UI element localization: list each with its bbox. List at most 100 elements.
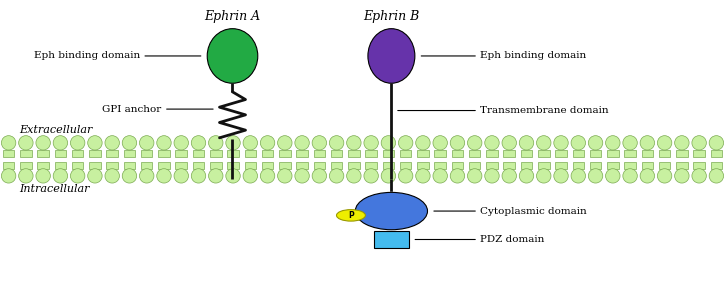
Bar [538, 162, 550, 169]
Bar [503, 150, 515, 157]
Bar [227, 162, 239, 169]
Ellipse shape [364, 136, 378, 150]
Ellipse shape [123, 169, 137, 183]
Ellipse shape [295, 136, 310, 150]
Ellipse shape [536, 136, 551, 150]
Bar [642, 162, 653, 169]
Bar [38, 150, 49, 157]
Bar [642, 150, 653, 157]
Ellipse shape [209, 169, 223, 183]
Bar [175, 162, 187, 169]
Bar [107, 162, 118, 169]
Ellipse shape [174, 169, 188, 183]
Bar [573, 162, 584, 169]
Ellipse shape [433, 169, 447, 183]
Ellipse shape [19, 169, 33, 183]
Ellipse shape [658, 136, 672, 150]
Bar [400, 162, 411, 169]
Bar [538, 150, 550, 157]
Bar [710, 150, 722, 157]
Ellipse shape [225, 169, 240, 183]
Ellipse shape [1, 169, 16, 183]
Bar [452, 162, 463, 169]
Ellipse shape [191, 136, 206, 150]
Ellipse shape [207, 29, 258, 83]
Bar [693, 162, 705, 169]
Ellipse shape [485, 169, 500, 183]
Bar [124, 150, 136, 157]
Bar [89, 150, 101, 157]
Ellipse shape [675, 136, 689, 150]
Ellipse shape [623, 136, 637, 150]
Ellipse shape [260, 169, 275, 183]
Bar [624, 150, 636, 157]
Ellipse shape [225, 136, 240, 150]
Ellipse shape [502, 169, 516, 183]
Ellipse shape [105, 169, 120, 183]
Ellipse shape [157, 169, 171, 183]
Text: Eph binding domain: Eph binding domain [480, 51, 587, 60]
Bar [193, 162, 204, 169]
Bar [659, 150, 671, 157]
Bar [607, 162, 618, 169]
Bar [244, 162, 256, 169]
Bar [314, 162, 325, 169]
Ellipse shape [19, 136, 33, 150]
Bar [227, 150, 239, 157]
Bar [521, 150, 532, 157]
Ellipse shape [53, 136, 67, 150]
Ellipse shape [502, 136, 516, 150]
Bar [417, 150, 428, 157]
Bar [210, 162, 222, 169]
Ellipse shape [519, 136, 534, 150]
Bar [434, 150, 446, 157]
Ellipse shape [36, 136, 50, 150]
Bar [400, 150, 411, 157]
Ellipse shape [295, 169, 310, 183]
Bar [20, 150, 32, 157]
Ellipse shape [243, 169, 257, 183]
Bar [383, 162, 394, 169]
Bar [262, 162, 273, 169]
Bar [555, 162, 567, 169]
Bar [624, 162, 636, 169]
Bar [374, 231, 409, 248]
Bar [72, 162, 83, 169]
Ellipse shape [605, 136, 620, 150]
Bar [314, 150, 325, 157]
Ellipse shape [329, 136, 344, 150]
Text: GPI anchor: GPI anchor [102, 105, 162, 114]
Ellipse shape [588, 136, 602, 150]
Ellipse shape [468, 169, 482, 183]
Ellipse shape [468, 136, 482, 150]
Ellipse shape [1, 136, 16, 150]
Bar [434, 162, 446, 169]
Bar [348, 162, 360, 169]
Ellipse shape [191, 169, 206, 183]
Ellipse shape [88, 136, 102, 150]
Ellipse shape [139, 136, 154, 150]
Bar [676, 150, 687, 157]
Ellipse shape [554, 136, 568, 150]
Bar [72, 150, 83, 157]
Ellipse shape [675, 169, 689, 183]
Bar [158, 150, 170, 157]
Ellipse shape [123, 136, 137, 150]
Bar [676, 162, 687, 169]
Ellipse shape [88, 169, 102, 183]
Bar [452, 150, 463, 157]
Ellipse shape [588, 169, 602, 183]
Ellipse shape [157, 136, 171, 150]
Ellipse shape [709, 136, 724, 150]
Bar [210, 150, 222, 157]
Bar [3, 150, 14, 157]
Text: Eph binding domain: Eph binding domain [34, 51, 140, 60]
Bar [365, 150, 377, 157]
Ellipse shape [174, 136, 188, 150]
Text: Intracellular: Intracellular [20, 184, 90, 194]
Ellipse shape [536, 169, 551, 183]
Ellipse shape [209, 136, 223, 150]
Bar [262, 150, 273, 157]
Ellipse shape [571, 169, 586, 183]
Bar [175, 150, 187, 157]
